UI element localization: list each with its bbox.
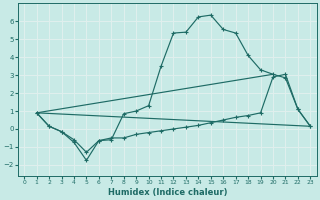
X-axis label: Humidex (Indice chaleur): Humidex (Indice chaleur) (108, 188, 227, 197)
